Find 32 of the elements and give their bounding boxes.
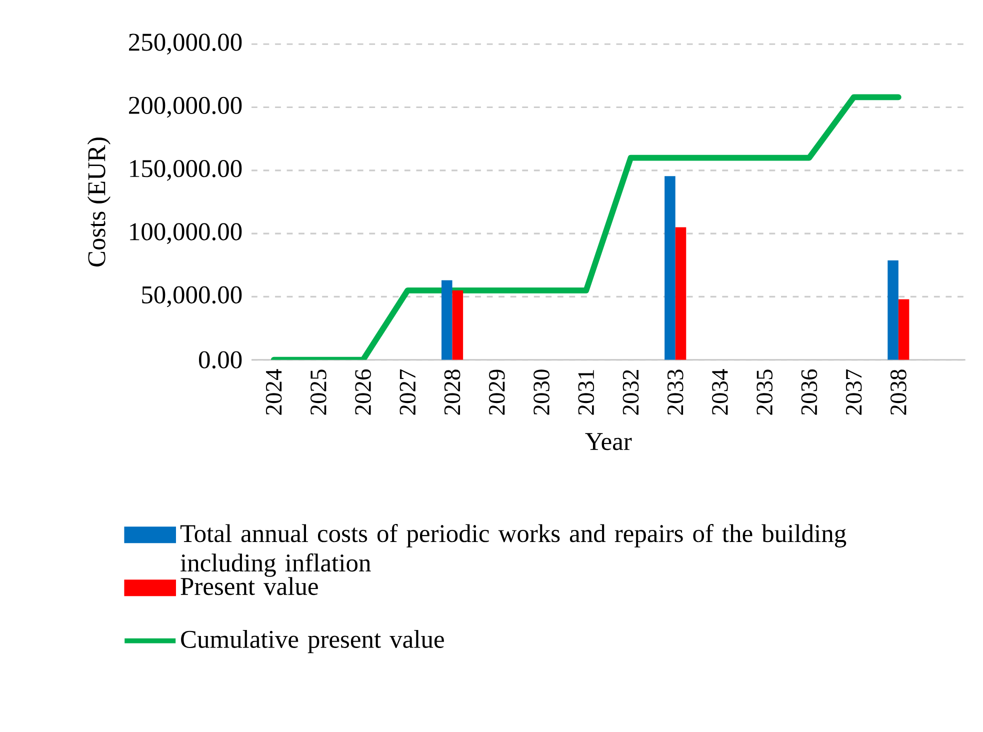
x-tick-label: 2037 [846, 369, 862, 415]
y-tick-label: 200,000.00 [129, 96, 242, 118]
x-tick-label: 2038 [890, 369, 906, 415]
legend-label: Total annual costs of periodic works and repairs of the building including inflation [180, 524, 846, 577]
y-tick-label: 150,000.00 [130, 160, 242, 181]
bar [441, 280, 452, 360]
x-tick-label: 2024 [266, 368, 282, 415]
x-tick-label: 2029 [488, 369, 505, 415]
x-tick-label: 2033 [667, 369, 684, 415]
x-tick-label: 2031 [578, 370, 594, 415]
legend-label: Cumulative present value [181, 630, 444, 653]
x-tick-label: 2027 [400, 369, 416, 415]
y-tick-label: 250,000.00 [129, 33, 242, 54]
y-tick-label: 100,000.00 [130, 222, 242, 244]
x-tick-label: 2036 [801, 369, 818, 415]
x-tick-label: 2028 [444, 369, 460, 415]
bar [888, 260, 898, 360]
bar [675, 227, 686, 360]
legend-label: Present value [180, 576, 318, 595]
x-tick-label: 2035 [756, 369, 773, 415]
y-tick-label: 50,000.00 [142, 286, 242, 307]
x-tick-label: 2030 [534, 369, 550, 415]
bar [452, 290, 464, 360]
x-tick-label: 2025 [310, 369, 326, 415]
x-tick-label: 2034 [712, 368, 728, 415]
y-tick-label: 0.00 [198, 350, 242, 368]
bar [664, 176, 676, 360]
x-tick-label: 2026 [355, 369, 371, 415]
x-tick-label: 2032 [622, 370, 639, 415]
x-axis-title: Year [585, 432, 632, 450]
bar [898, 299, 910, 360]
y-axis-title: Costs (EUR) [87, 137, 110, 266]
